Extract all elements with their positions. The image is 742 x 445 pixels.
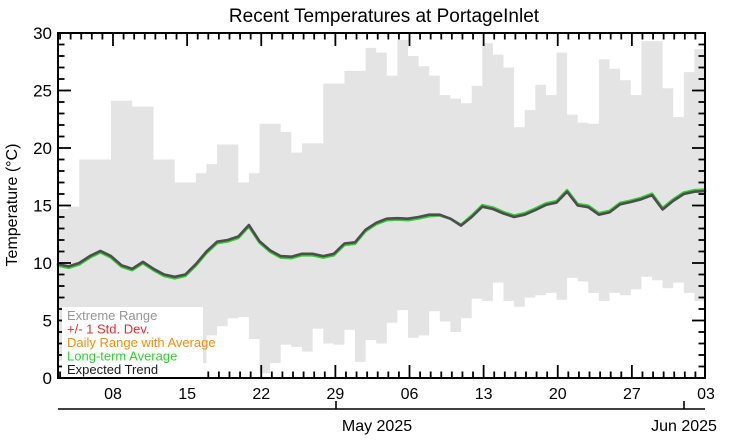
y-tick-label: 15 <box>33 197 52 216</box>
y-tick-label: 5 <box>43 312 52 331</box>
y-tick-label: 30 <box>33 24 52 43</box>
x-tick-label: 20 <box>549 386 567 403</box>
y-tick-labels: 0 5 10 15 20 25 30 <box>33 24 52 388</box>
x-tick-label: 03 <box>697 386 715 403</box>
x-tick-label: 15 <box>178 386 196 403</box>
legend-expected-trend: Expected Trend <box>67 362 158 377</box>
x-tick-labels: 08 15 22 29 06 13 20 27 03 <box>104 386 715 403</box>
month-axis <box>58 401 705 409</box>
chart-canvas: 0 5 10 15 20 25 30 08 15 22 29 06 13 20 27 03 Recent T… <box>0 0 742 445</box>
y-tick-label: 20 <box>33 139 52 158</box>
x-tick-label: 22 <box>252 386 270 403</box>
month-label-jun: Jun 2025 <box>651 418 717 435</box>
month-label-may: May 2025 <box>342 418 412 435</box>
y-axis-label: Temperature (°C) <box>4 144 21 267</box>
x-tick-label: 29 <box>326 386 344 403</box>
x-tick-label: 08 <box>104 386 122 403</box>
legend: Extreme Range +/- 1 Std. Dev. Daily Rang… <box>62 307 216 377</box>
temperature-chart: 0 5 10 15 20 25 30 08 15 22 29 06 13 20 27 03 Recent T… <box>0 0 742 445</box>
x-tick-label: 06 <box>401 386 419 403</box>
chart-title: Recent Temperatures at PortageInlet <box>229 6 540 27</box>
y-tick-label: 25 <box>33 82 52 101</box>
y-tick-label: 10 <box>33 254 52 273</box>
x-tick-label: 27 <box>623 386 641 403</box>
x-tick-label: 13 <box>475 386 493 403</box>
y-tick-label: 0 <box>43 369 52 388</box>
